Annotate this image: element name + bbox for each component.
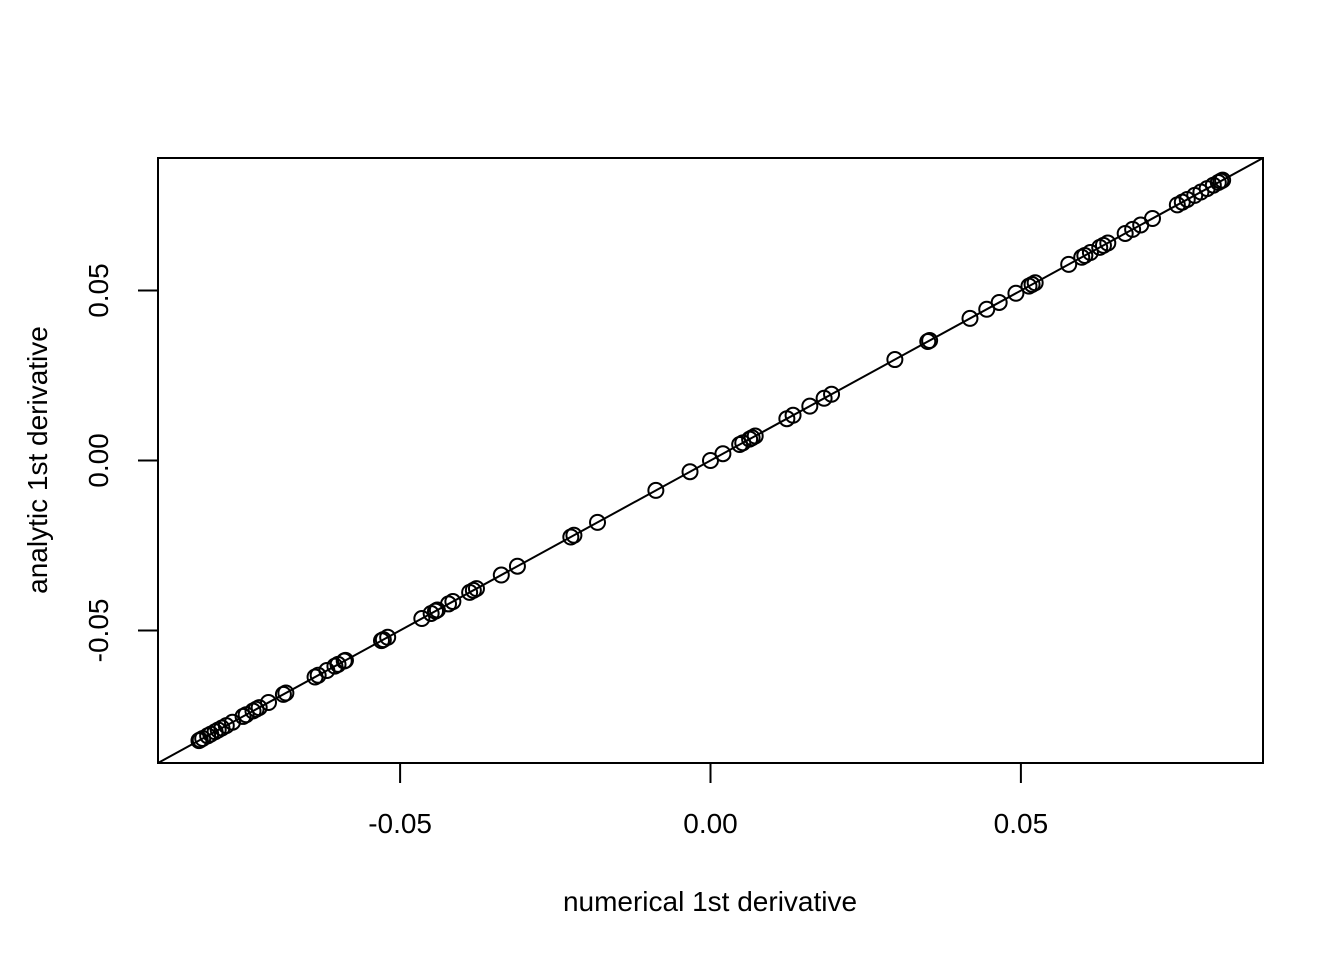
y-axis-label: analytic 1st derivative (22, 326, 53, 594)
data-point (1026, 274, 1044, 292)
data-point (681, 463, 699, 481)
data-point (990, 293, 1008, 311)
data-point (921, 332, 939, 350)
data-point (1124, 220, 1142, 238)
data-point (1214, 171, 1232, 189)
data-point (961, 309, 979, 327)
data-point (309, 666, 327, 684)
data-point (1144, 210, 1161, 227)
data-point (1007, 284, 1025, 302)
data-point (260, 694, 277, 711)
data-point (444, 593, 462, 611)
y-tick-label: 0.05 (83, 263, 114, 318)
data-point (886, 351, 904, 369)
data-point (746, 427, 764, 445)
data-point (467, 580, 485, 598)
data-point (492, 566, 510, 584)
y-tick-label: -0.05 (83, 599, 114, 663)
data-point (565, 526, 583, 544)
data-point (714, 445, 732, 463)
data-point (336, 651, 354, 669)
data-point (277, 684, 295, 702)
data-point (589, 513, 607, 531)
y-tick-label: 0.00 (83, 433, 114, 488)
x-axis-label: numerical 1st derivative (563, 886, 857, 917)
data-point (647, 481, 665, 499)
data-point (801, 397, 819, 415)
x-axis: -0.05 0.00 0.05 (368, 763, 1048, 839)
data-point (250, 699, 268, 717)
x-tick-label: 0.05 (994, 808, 1049, 839)
data-point (508, 557, 526, 575)
data-point (1060, 255, 1078, 273)
data-point (823, 385, 841, 403)
data-point (1081, 243, 1099, 261)
y-axis: -0.05 0.00 0.05 (83, 263, 158, 662)
data-point (1099, 234, 1117, 252)
x-tick-label: -0.05 (368, 808, 432, 839)
data-points-layer (190, 171, 1232, 750)
data-point (413, 610, 431, 628)
x-tick-label: 0.00 (683, 808, 738, 839)
data-point (379, 628, 397, 646)
data-point (784, 406, 802, 424)
